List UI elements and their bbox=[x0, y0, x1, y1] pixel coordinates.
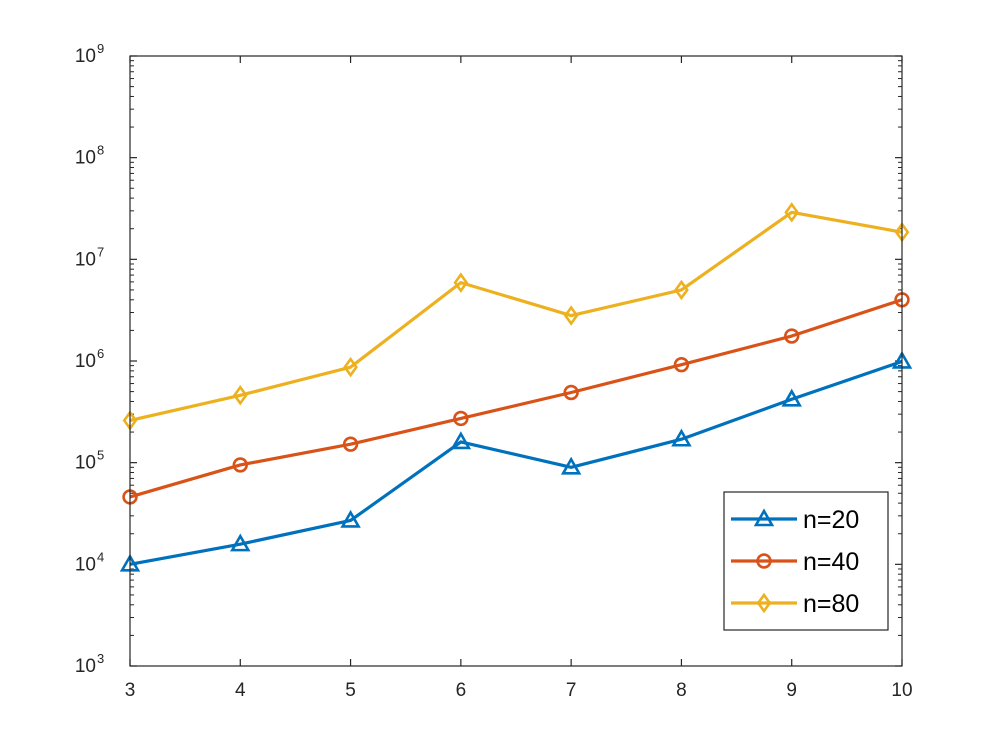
legend-label: n=40 bbox=[803, 548, 859, 576]
circle-marker bbox=[784, 328, 800, 344]
y-tick-label: 10 bbox=[75, 148, 96, 169]
circle-marker bbox=[563, 384, 579, 401]
triangle-marker bbox=[230, 533, 251, 552]
legend-box bbox=[723, 491, 889, 631]
y-tick-label: 10 bbox=[75, 351, 96, 372]
y-tick-exponent: 6 bbox=[97, 346, 104, 361]
circle-marker bbox=[342, 436, 359, 452]
series-n=40 bbox=[122, 292, 910, 505]
circle-marker bbox=[756, 553, 772, 569]
diamond-marker bbox=[453, 272, 469, 293]
legend: n=20 n=40 n=80 bbox=[723, 491, 889, 631]
legend-label: n=80 bbox=[803, 590, 859, 618]
circle-marker bbox=[232, 457, 248, 473]
triangle-marker bbox=[450, 431, 472, 450]
legend-item: n=20 bbox=[731, 506, 859, 534]
triangle-marker bbox=[560, 456, 582, 475]
legend-item: n=40 bbox=[731, 548, 859, 576]
diamond-marker bbox=[343, 356, 358, 378]
x-tick-label: 7 bbox=[566, 680, 577, 701]
y-tick-exponent: 7 bbox=[97, 244, 104, 259]
y-tick-exponent: 9 bbox=[97, 41, 104, 56]
x-tick-label: 9 bbox=[786, 680, 797, 701]
x-tick-label: 8 bbox=[676, 680, 687, 701]
y-tick-label: 10 bbox=[75, 46, 96, 67]
diamond-marker bbox=[784, 202, 800, 223]
plot-box bbox=[129, 55, 903, 667]
y-tick-label: 10 bbox=[75, 656, 96, 677]
diamond-marker bbox=[674, 279, 689, 301]
y-tick-exponent: 5 bbox=[97, 448, 104, 463]
series-line bbox=[129, 210, 903, 423]
x-tick-label: 3 bbox=[125, 680, 136, 701]
legend-item: n=80 bbox=[731, 590, 859, 618]
y-tick-label: 10 bbox=[75, 249, 96, 270]
y-tick-exponent: 8 bbox=[97, 143, 104, 158]
x-tick-label: 10 bbox=[891, 680, 912, 701]
legend-label: n=20 bbox=[803, 506, 859, 534]
x-tick-label: 4 bbox=[235, 680, 246, 701]
triangle-marker bbox=[671, 428, 692, 447]
circle-marker bbox=[453, 410, 469, 427]
triangle-marker bbox=[781, 388, 802, 407]
diamond-marker bbox=[756, 592, 772, 614]
diamond-marker bbox=[563, 305, 579, 326]
y-tick-label: 10 bbox=[75, 554, 96, 575]
triangle-marker bbox=[753, 508, 775, 527]
circle-marker bbox=[673, 356, 690, 373]
x-tick-label: 6 bbox=[456, 680, 467, 701]
y-tick-exponent: 3 bbox=[97, 651, 104, 666]
y-tick-label: 10 bbox=[75, 453, 96, 474]
series-line bbox=[129, 298, 903, 499]
y-tick-exponent: 4 bbox=[97, 549, 104, 564]
diamond-marker bbox=[232, 385, 248, 406]
series-line bbox=[129, 359, 903, 566]
x-tick-label: 5 bbox=[345, 680, 356, 701]
triangle-marker bbox=[340, 509, 361, 528]
